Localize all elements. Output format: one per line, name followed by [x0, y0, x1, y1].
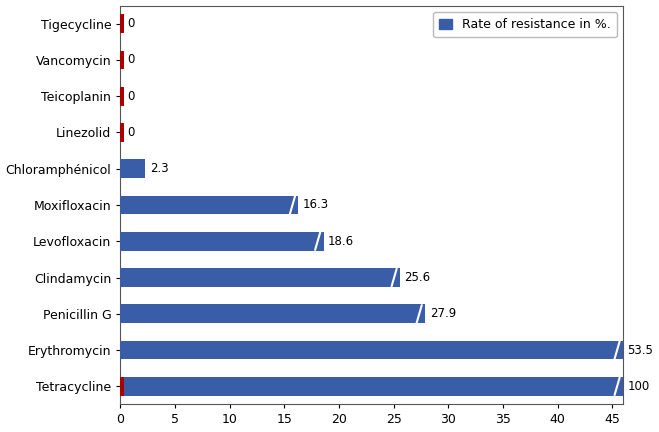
- Text: 0: 0: [127, 90, 135, 103]
- Bar: [121, 377, 659, 396]
- Text: 100: 100: [627, 380, 650, 393]
- Bar: [121, 268, 400, 287]
- Bar: [121, 123, 124, 142]
- Bar: [121, 51, 124, 70]
- Text: 2.3: 2.3: [150, 162, 169, 175]
- Bar: [121, 232, 324, 251]
- Bar: [121, 340, 659, 359]
- Bar: [121, 377, 124, 396]
- Text: 53.5: 53.5: [627, 343, 653, 356]
- Bar: [121, 304, 425, 323]
- Text: 0: 0: [127, 54, 135, 67]
- Bar: [121, 14, 124, 33]
- Bar: [121, 87, 124, 106]
- Text: 18.6: 18.6: [328, 235, 354, 248]
- Text: 0: 0: [127, 17, 135, 30]
- Bar: [121, 159, 146, 178]
- Text: 27.9: 27.9: [430, 307, 456, 320]
- Bar: [121, 196, 299, 214]
- Legend: Rate of resistance in %.: Rate of resistance in %.: [433, 12, 617, 37]
- Text: 0: 0: [127, 126, 135, 139]
- Text: 25.6: 25.6: [405, 271, 430, 284]
- Text: 16.3: 16.3: [303, 198, 329, 212]
